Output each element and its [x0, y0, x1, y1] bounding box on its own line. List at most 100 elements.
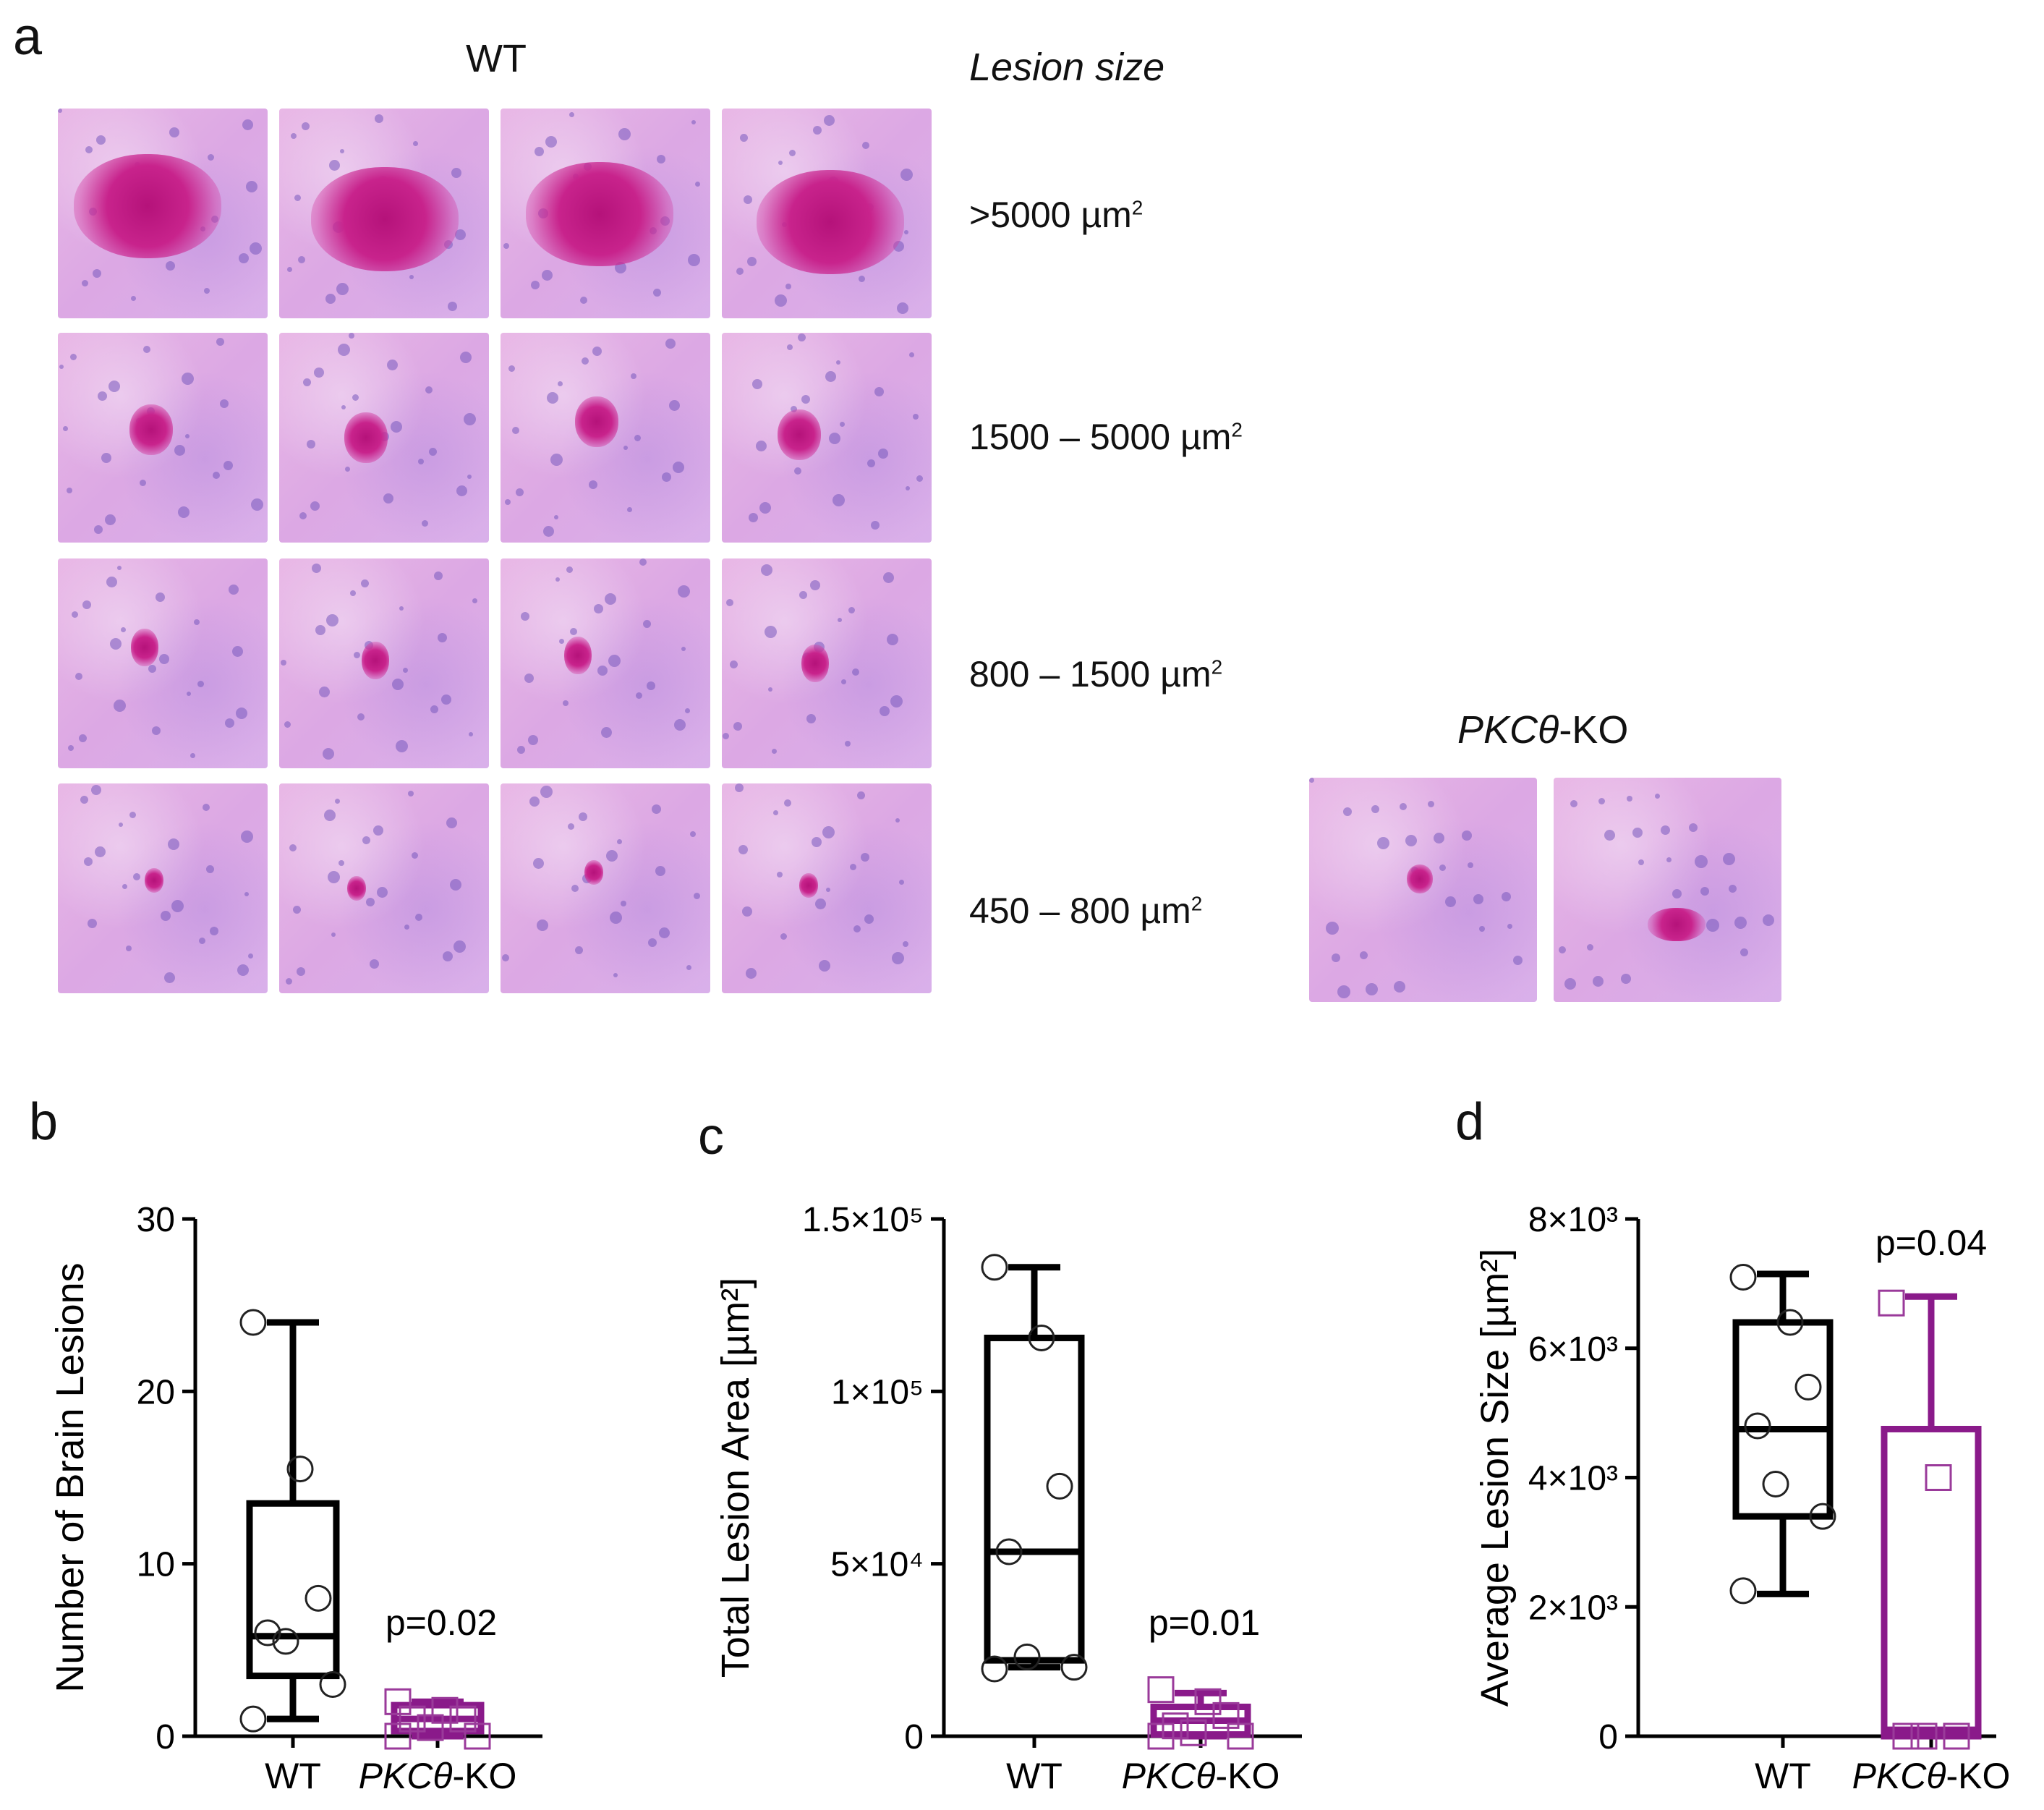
- lesion-spot: [129, 404, 174, 456]
- panel-b-letter: b: [29, 1093, 59, 1151]
- data-point-wt: [1794, 1373, 1822, 1401]
- y-tick-label: 2×10³: [1528, 1589, 1618, 1627]
- data-point-ko: [1892, 1722, 1920, 1750]
- data-point-ko: [384, 1722, 412, 1750]
- data-point-wt: [305, 1584, 332, 1612]
- lesion-spot: [799, 873, 819, 898]
- lesion-spot: [1407, 864, 1433, 893]
- box-iqr: [1732, 1319, 1834, 1520]
- box-iqr: [984, 1334, 1085, 1664]
- y-tick-label: 1×10⁵: [831, 1373, 924, 1411]
- data-point-ko: [1943, 1722, 1970, 1750]
- box-iqr: [1150, 1703, 1251, 1738]
- size-bin-label-3: 800 – 1500 µm2: [969, 654, 1223, 694]
- data-point-ko: [417, 1714, 444, 1741]
- box-iqr: [391, 1701, 485, 1735]
- lesion-spot: [526, 162, 674, 267]
- lesion-spot: [347, 876, 367, 901]
- data-point-wt: [1762, 1470, 1789, 1497]
- wt-micrograph-tile: [501, 558, 710, 768]
- wt-micrograph-tile: [722, 109, 932, 318]
- wt-micrograph-tile: [58, 333, 268, 543]
- data-point-wt: [272, 1628, 299, 1655]
- wt-micrograph-tile: [722, 558, 932, 768]
- y-tick-label: 30: [137, 1201, 175, 1239]
- y-tick-label: 4×10³: [1528, 1460, 1618, 1498]
- x-tick-label: WT: [1755, 1756, 1811, 1796]
- data-point-wt: [1013, 1643, 1041, 1670]
- ko-micrograph-tile: [1309, 778, 1537, 1002]
- wt-header: WT: [466, 37, 527, 80]
- lesion-spot: [757, 170, 905, 274]
- y-tick-label: 0: [1598, 1718, 1618, 1756]
- p-value-label: p=0.04: [1875, 1223, 1987, 1263]
- data-point-ko: [1227, 1722, 1254, 1750]
- data-point-ko: [449, 1705, 477, 1733]
- lesion-spot: [564, 637, 592, 675]
- wt-micrograph-tile: [501, 333, 710, 543]
- x-tick-label: PKCθ-KO: [359, 1756, 517, 1796]
- p-value-label: p=0.01: [1149, 1602, 1260, 1643]
- data-point-wt: [319, 1671, 346, 1698]
- size-bin-label-4: 450 – 800 µm2: [969, 891, 1203, 931]
- data-point-wt: [254, 1619, 281, 1647]
- y-axis-title: Average Lesion Size [µm²]: [1473, 1249, 1517, 1707]
- data-point-wt: [1729, 1577, 1757, 1605]
- data-point-ko: [1194, 1688, 1222, 1715]
- y-tick-label: 5×10⁴: [830, 1546, 924, 1584]
- y-axis-title: Total Lesion Area [µm²]: [714, 1278, 757, 1678]
- wt-micrograph-tile: [58, 558, 268, 768]
- lesion-spot: [344, 412, 388, 463]
- data-point-ko: [1147, 1676, 1175, 1704]
- data-point-ko: [464, 1722, 491, 1750]
- y-tick-label: 0: [904, 1718, 924, 1756]
- x-tick-label: WT: [1006, 1756, 1063, 1796]
- data-point-wt: [286, 1456, 314, 1483]
- y-tick-label: 0: [156, 1718, 175, 1756]
- data-point-ko: [431, 1696, 459, 1724]
- data-point-ko: [1910, 1722, 1938, 1750]
- data-point-ko: [1180, 1719, 1207, 1746]
- box-iqr: [1881, 1425, 1982, 1740]
- wt-micrograph-tile: [279, 333, 489, 543]
- lesion-spot: [1648, 908, 1706, 941]
- size-bin-label-1: >5000 µm2: [969, 195, 1144, 235]
- panel-c-letter: c: [698, 1108, 724, 1165]
- ko-micrograph-tile: [1554, 778, 1781, 1002]
- wt-micrograph-tile: [58, 109, 268, 318]
- y-tick-label: 10: [137, 1546, 175, 1584]
- data-point-ko: [1878, 1289, 1905, 1317]
- lesion-spot: [575, 396, 619, 448]
- lesion-spot: [131, 629, 159, 667]
- wt-micrograph-tile: [501, 109, 710, 318]
- data-point-ko: [384, 1688, 412, 1715]
- x-tick-label: PKCθ-KO: [1122, 1756, 1280, 1796]
- x-tick-label: WT: [265, 1756, 321, 1796]
- data-point-wt: [1776, 1309, 1804, 1336]
- data-point-wt: [1744, 1412, 1771, 1440]
- panel-d-letter: d: [1455, 1093, 1485, 1151]
- data-point-wt: [1046, 1472, 1073, 1500]
- data-point-ko: [1925, 1464, 1952, 1491]
- ko-header: PKCθ-KO: [1457, 708, 1629, 752]
- size-bin-label-2: 1500 – 5000 µm2: [969, 417, 1243, 457]
- data-point-ko: [399, 1705, 426, 1733]
- data-point-wt: [1729, 1263, 1757, 1291]
- p-value-label: p=0.02: [386, 1602, 497, 1643]
- data-point-wt: [1809, 1503, 1836, 1530]
- data-point-ko: [1147, 1722, 1175, 1750]
- box-iqr: [246, 1500, 340, 1680]
- lesion-spot: [362, 642, 390, 680]
- wt-micrograph-tile: [722, 783, 932, 993]
- y-tick-label: 6×10³: [1528, 1330, 1618, 1369]
- lesion-spot: [74, 154, 222, 259]
- wt-micrograph-tile: [279, 109, 489, 318]
- lesion-spot: [311, 167, 459, 272]
- lesion-spot: [584, 860, 604, 885]
- data-point-wt: [239, 1705, 267, 1733]
- data-point-wt: [239, 1309, 267, 1336]
- data-point-wt: [1060, 1654, 1088, 1681]
- y-axis-title: Number of Brain Lesions: [48, 1262, 92, 1692]
- x-tick-label: PKCθ-KO: [1852, 1756, 2011, 1796]
- wt-micrograph-tile: [722, 333, 932, 543]
